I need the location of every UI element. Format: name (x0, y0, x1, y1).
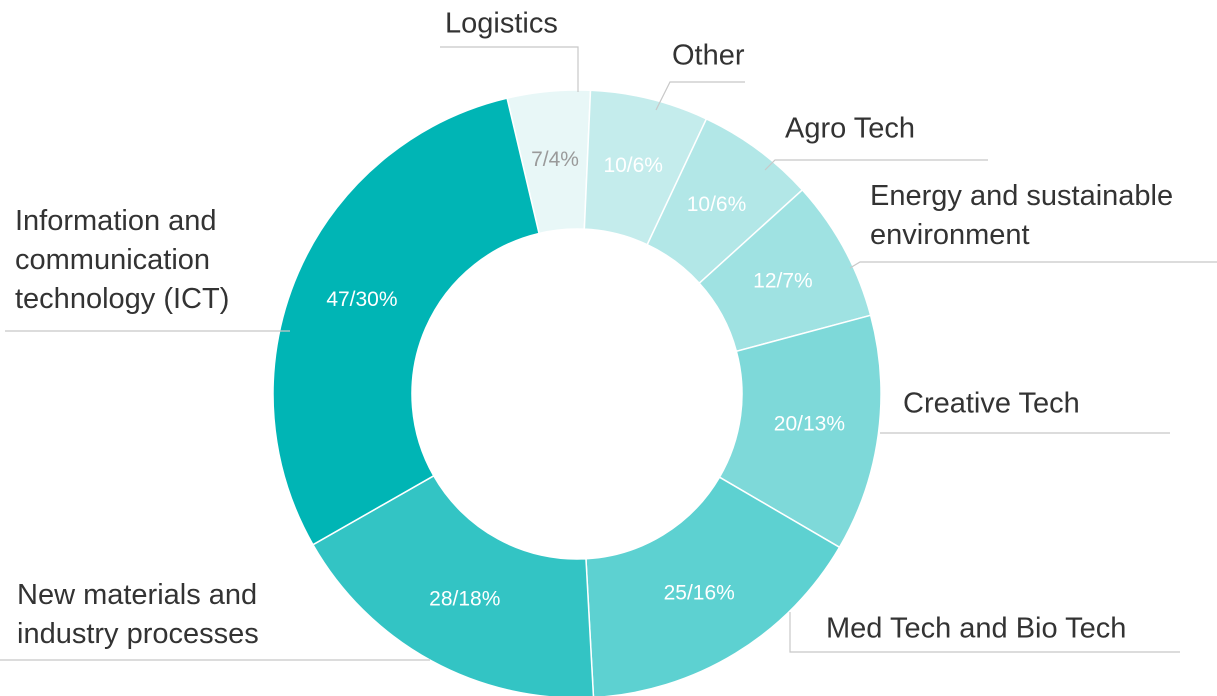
category-label: Energy and sustainable environment (870, 180, 1173, 251)
donut-slice (272, 97, 540, 546)
leader-line (655, 81, 745, 111)
donut-slice (585, 476, 841, 696)
category-label: Logistics (445, 8, 558, 40)
category-label-line: technology (ICT) (15, 283, 229, 315)
category-label: Med Tech and Bio Tech (826, 613, 1126, 645)
category-label-line: Energy and sustainable (870, 180, 1173, 212)
category-label: Other (672, 40, 745, 72)
category-label-line: environment (870, 219, 1030, 251)
data-label: 25/16% (664, 582, 735, 605)
category-label-line: Information and (15, 205, 217, 237)
data-label: 10/6% (687, 193, 747, 216)
category-label-line: New materials and (17, 579, 257, 611)
leader-line (764, 159, 988, 171)
category-label-line: industry processes (17, 618, 259, 650)
leader-line (789, 612, 1180, 653)
category-label: Agro Tech (785, 113, 915, 145)
data-label: 28/18% (429, 587, 500, 610)
category-label-line: communication (15, 244, 210, 276)
data-label: 10/6% (603, 154, 663, 177)
data-label: 20/13% (774, 413, 845, 436)
leader-line (440, 46, 579, 92)
category-label: Information and communication technology (… (15, 205, 229, 315)
data-label: 47/30% (326, 288, 397, 311)
data-label: 12/7% (753, 269, 813, 292)
category-label: New materials and industry processes (17, 579, 259, 650)
data-label: 7/4% (531, 148, 579, 171)
leader-line (849, 261, 1217, 269)
donut-slice (311, 474, 595, 696)
category-label: Creative Tech (903, 388, 1080, 420)
